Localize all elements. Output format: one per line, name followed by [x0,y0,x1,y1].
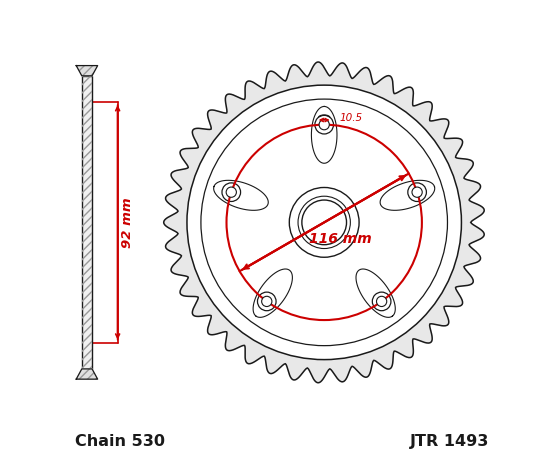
Text: Chain 530: Chain 530 [75,433,165,448]
Circle shape [412,187,422,197]
Circle shape [376,296,387,307]
Polygon shape [253,269,292,317]
Polygon shape [164,62,484,383]
Text: 116 mm: 116 mm [309,232,372,246]
Circle shape [222,183,241,202]
Polygon shape [214,180,268,210]
Circle shape [315,116,334,134]
Polygon shape [76,369,97,379]
Circle shape [290,188,359,257]
Circle shape [372,292,391,311]
Circle shape [319,119,329,130]
Circle shape [262,296,272,307]
Polygon shape [76,66,97,76]
Polygon shape [380,180,435,210]
Circle shape [302,200,347,245]
Text: 92 mm: 92 mm [122,197,134,248]
Circle shape [187,85,461,359]
Text: 10.5: 10.5 [339,113,363,123]
Polygon shape [356,269,395,317]
Text: JTR 1493: JTR 1493 [410,433,489,448]
Circle shape [258,292,276,311]
Circle shape [408,183,426,202]
Bar [82,76,92,369]
Bar [82,76,92,369]
Polygon shape [311,106,337,163]
Circle shape [226,187,236,197]
